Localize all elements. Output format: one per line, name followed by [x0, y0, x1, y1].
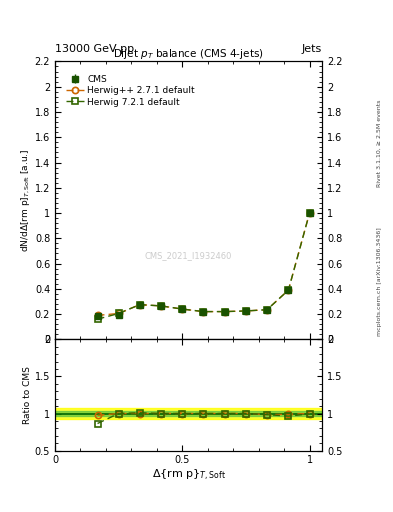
Text: 13000 GeV pp: 13000 GeV pp — [55, 44, 134, 54]
Herwig++ 2.7.1 default — [138, 302, 142, 308]
Herwig 7.2.1 default — [264, 307, 269, 313]
Herwig 7.2.1 default — [201, 309, 206, 315]
Y-axis label: Ratio to CMS: Ratio to CMS — [23, 366, 32, 424]
Herwig++ 2.7.1 default — [307, 210, 312, 216]
Herwig++ 2.7.1 default — [95, 312, 100, 318]
Herwig 7.2.1 default — [159, 303, 163, 309]
Text: CMS_2021_I1932460: CMS_2021_I1932460 — [145, 251, 232, 261]
Herwig 7.2.1 default — [116, 310, 121, 316]
Herwig 7.2.1 default — [95, 316, 100, 322]
Herwig 7.2.1 default — [222, 309, 227, 315]
Line: Herwig 7.2.1 default: Herwig 7.2.1 default — [94, 210, 313, 322]
Y-axis label: dN/d$\Delta$[rm p]$_{T,\rm Soft}$ [a.u.]: dN/d$\Delta$[rm p]$_{T,\rm Soft}$ [a.u.] — [19, 148, 32, 252]
Herwig 7.2.1 default — [244, 308, 248, 314]
Herwig++ 2.7.1 default — [244, 308, 248, 314]
Herwig 7.2.1 default — [138, 302, 142, 308]
Herwig 7.2.1 default — [286, 287, 291, 293]
Bar — [55, 408, 322, 419]
Text: mcplots.cern.ch [arXiv:1306.3436]: mcplots.cern.ch [arXiv:1306.3436] — [377, 227, 382, 336]
Herwig 7.2.1 default — [307, 210, 312, 216]
Herwig++ 2.7.1 default — [180, 306, 185, 312]
Line: Herwig++ 2.7.1 default: Herwig++ 2.7.1 default — [94, 210, 313, 318]
Herwig 7.2.1 default — [180, 306, 185, 312]
Text: Rivet 3.1.10, ≥ 2.5M events: Rivet 3.1.10, ≥ 2.5M events — [377, 100, 382, 187]
Text: Jets: Jets — [302, 44, 322, 54]
Herwig++ 2.7.1 default — [116, 310, 121, 316]
Herwig++ 2.7.1 default — [159, 303, 163, 309]
Herwig++ 2.7.1 default — [264, 307, 269, 313]
X-axis label: $\Delta${rm p}$_{T,\rm Soft}$: $\Delta${rm p}$_{T,\rm Soft}$ — [152, 468, 226, 483]
Title: Dijet $p_T$ balance (CMS 4-jets): Dijet $p_T$ balance (CMS 4-jets) — [113, 47, 264, 61]
Herwig++ 2.7.1 default — [222, 309, 227, 315]
Legend: CMS, Herwig++ 2.7.1 default, Herwig 7.2.1 default: CMS, Herwig++ 2.7.1 default, Herwig 7.2.… — [62, 72, 199, 110]
Herwig++ 2.7.1 default — [201, 309, 206, 315]
Bar — [55, 411, 322, 416]
Herwig++ 2.7.1 default — [286, 287, 291, 293]
